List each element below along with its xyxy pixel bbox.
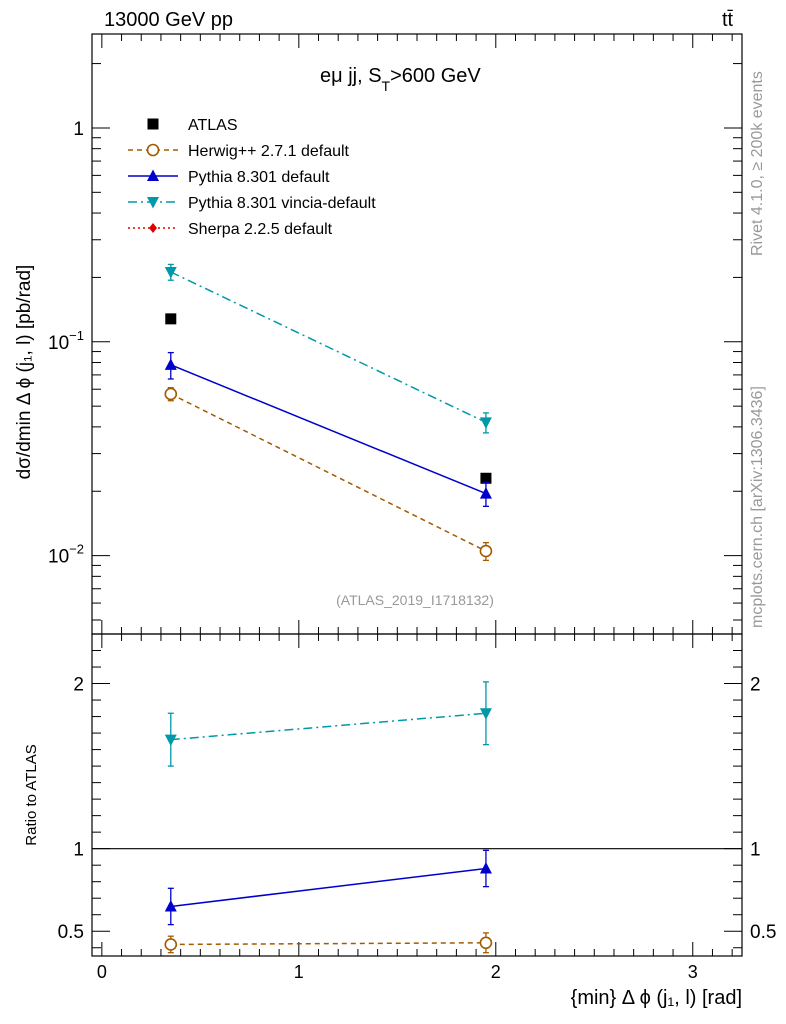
series-atlas: [165, 313, 492, 484]
rivet-version-label: Rivet 4.1.0, ≥ 200k events: [749, 71, 766, 256]
data-point-atlas: [165, 313, 177, 325]
legend-label: ATLAS: [188, 117, 238, 134]
x-tick-label: 2: [491, 962, 501, 982]
legend: ATLAS Herwig++ 2.7.1 default Pythia 8.301 …: [128, 117, 376, 238]
legend-marker: [146, 143, 160, 157]
data-point-vincia: [479, 417, 492, 429]
x-tick-label: 1: [294, 962, 304, 982]
ratio-point-vincia: [479, 708, 492, 720]
ratio-series-herwig: [164, 932, 493, 954]
plot-title: eμ jj, ST>600 GeV: [320, 65, 481, 94]
legend-marker: [147, 118, 159, 130]
ratio-point-herwig: [164, 938, 178, 951]
mcplots-source-label: mcplots.cern.ch [arXiv:1306.3436]: [749, 386, 766, 628]
header-process-label: tt̄: [722, 9, 734, 31]
legend-marker: [147, 197, 159, 209]
legend-label: Sherpa 2.2.5 default: [188, 221, 333, 238]
data-point-herwig: [164, 387, 178, 401]
ratio-point-pythia: [164, 899, 177, 912]
y-tick-label: 10−2: [48, 542, 84, 568]
legend-entry-atlas: ATLAS: [147, 117, 238, 134]
ratio-point-vincia: [164, 734, 177, 747]
legend-label: Pythia 8.301 vincia-default: [188, 195, 376, 212]
series-pythia: [164, 351, 492, 507]
series-vincia: [164, 263, 492, 434]
legend-entry-vincia: Pythia 8.301 vincia-default: [128, 195, 376, 212]
legend-entry-herwig: Herwig++ 2.7.1 default: [128, 143, 350, 160]
ratio-line-vincia: [170, 712, 487, 741]
legend-entry-sherpa: Sherpa 2.2.5 default: [128, 221, 333, 238]
y-tick-label: 1: [73, 119, 84, 140]
data-point-pythia: [164, 358, 177, 370]
ratio-plot-frame: [91, 633, 743, 957]
legend-entry-pythia: Pythia 8.301 default: [128, 169, 330, 186]
series-herwig: [164, 387, 493, 562]
series-line-herwig: [170, 393, 487, 552]
ratio-tick-label-right: 1: [750, 840, 761, 861]
data-point-pythia: [479, 487, 492, 499]
axis-tick-labels: 0 1 2 3 1 10−1 10−2 0.5 0.5 1 1 2 2: [48, 119, 776, 982]
ratio-series-vincia: [164, 681, 492, 767]
ratio-axis-title: Ratio to ATLAS: [23, 744, 40, 845]
ratio-point-pythia: [479, 861, 492, 874]
x-axis-title: {min} Δ ϕ (j₁, l) [rad]: [571, 987, 742, 1009]
ratio-series-layer: [164, 681, 493, 954]
ratio-tick-label-right: 0.5: [750, 922, 776, 943]
ratio-point-herwig: [479, 936, 493, 950]
legend-label: Pythia 8.301 default: [188, 169, 330, 186]
data-point-atlas: [480, 472, 492, 484]
legend-marker: [149, 223, 157, 233]
legend-marker: [147, 169, 159, 181]
y-axis-title: dσ/dmin Δ ϕ (j₁, l) [pb/rad]: [14, 265, 35, 480]
y-tick-label: 10−1: [48, 328, 84, 354]
axis-ticks: [92, 34, 742, 956]
legend-label: Herwig++ 2.7.1 default: [188, 143, 350, 160]
data-point-vincia: [164, 267, 177, 279]
header-energy-label: 13000 GeV pp: [104, 9, 233, 31]
series-line-pythia: [170, 364, 487, 495]
ratio-line-pythia: [170, 867, 487, 908]
x-tick-label: 0: [97, 962, 107, 982]
analysis-id-watermark: (ATLAS_2019_I1718132): [336, 592, 494, 608]
ratio-line-herwig: [170, 942, 486, 946]
ratio-tick-label-right: 2: [750, 675, 761, 696]
x-tick-label: 3: [688, 962, 698, 982]
series-line-vincia: [170, 271, 487, 424]
main-series-layer: [164, 263, 493, 562]
ratio-tick-label-left: 1: [73, 840, 84, 861]
ratio-tick-label-left: 0.5: [58, 922, 84, 943]
data-point-herwig: [479, 544, 493, 558]
ratio-series-pythia: [164, 849, 492, 926]
ratio-tick-label-left: 2: [73, 675, 84, 696]
